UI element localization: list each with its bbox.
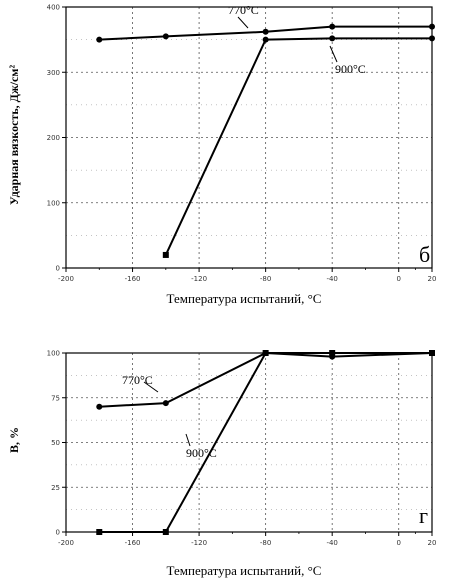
data-point — [262, 36, 269, 43]
fiber-fraction-chart: -200 -160 -120 -80 -40 0 20 0 25 50 75 100 770°С 9… — [7, 350, 436, 579]
series-group — [96, 23, 435, 258]
x-tick-label: -40 — [326, 275, 337, 283]
data-point — [96, 36, 103, 43]
panel-letter-g: г — [419, 503, 428, 528]
data-point — [429, 350, 435, 356]
annotations: 770°С 900°С г — [122, 373, 428, 528]
series-label-770: 770°С — [228, 3, 259, 17]
data-point — [429, 35, 435, 42]
data-point — [329, 350, 336, 356]
annotations: 770°С 900°С б — [228, 3, 430, 267]
series-label-900: 900°С — [186, 446, 217, 460]
data-point — [162, 400, 169, 407]
x-tick-label: -40 — [326, 539, 337, 547]
x-tick-label: 20 — [428, 539, 437, 547]
y-tick-label: 0 — [56, 265, 60, 273]
x-axis-label: Температура испытаний, °С — [167, 563, 322, 578]
y-tick-label: 100 — [47, 350, 60, 358]
y-tick-label: 25 — [51, 484, 60, 492]
y-axis-label: B, % — [7, 427, 21, 453]
series-label-900-leader — [185, 433, 191, 447]
data-point — [162, 33, 169, 40]
data-point — [262, 28, 269, 35]
y-ticks: 0 100 200 300 400 — [47, 4, 66, 273]
x-ticks: -200 -160 -120 -80 -40 0 20 — [58, 268, 436, 283]
data-point — [262, 350, 269, 356]
x-tick-label: -160 — [125, 275, 141, 283]
series-label-900: 900°С — [335, 62, 366, 76]
x-axis-label: Температура испытаний, °С — [167, 291, 322, 306]
y-tick-label: 0 — [56, 529, 60, 537]
grid — [66, 6, 433, 268]
impact-toughness-chart: -200 -160 -120 -80 -40 0 20 0 100 200 300 400 770°… — [7, 3, 436, 306]
y-tick-label: 200 — [47, 134, 60, 142]
x-tick-label: -200 — [58, 539, 74, 547]
series-label-770: 770°С — [122, 373, 153, 387]
series-label-770-leader — [237, 16, 249, 29]
grid — [66, 352, 433, 532]
y-tick-label: 300 — [47, 69, 60, 77]
y-tick-label: 75 — [51, 394, 60, 402]
series-label-770-leader — [143, 381, 159, 393]
data-point — [96, 529, 103, 535]
data-point — [96, 403, 103, 410]
x-tick-label: -80 — [260, 539, 271, 547]
series-group — [96, 350, 435, 535]
x-tick-label: 20 — [428, 275, 437, 283]
data-point — [162, 251, 169, 258]
data-point — [162, 529, 169, 535]
y-tick-label: 400 — [47, 4, 60, 12]
x-tick-label: -80 — [260, 275, 271, 283]
x-ticks: -200 -160 -120 -80 -40 0 20 — [58, 532, 436, 547]
x-tick-label: -200 — [58, 275, 74, 283]
data-point — [429, 23, 435, 30]
x-tick-label: -120 — [191, 539, 207, 547]
x-tick-label: 0 — [396, 275, 400, 283]
data-point — [329, 23, 336, 30]
y-tick-label: 100 — [47, 199, 60, 207]
series-label-900-leader — [329, 45, 338, 63]
y-axis-label: Ударная вязкость, Дж/см² — [7, 65, 21, 206]
data-point — [329, 35, 336, 42]
x-tick-label: -160 — [125, 539, 141, 547]
series-line — [164, 37, 432, 256]
y-ticks: 0 25 50 75 100 — [47, 350, 66, 537]
panel-letter-b: б — [419, 242, 430, 267]
x-tick-label: -120 — [191, 275, 207, 283]
y-tick-label: 50 — [51, 439, 60, 447]
x-tick-label: 0 — [396, 539, 400, 547]
